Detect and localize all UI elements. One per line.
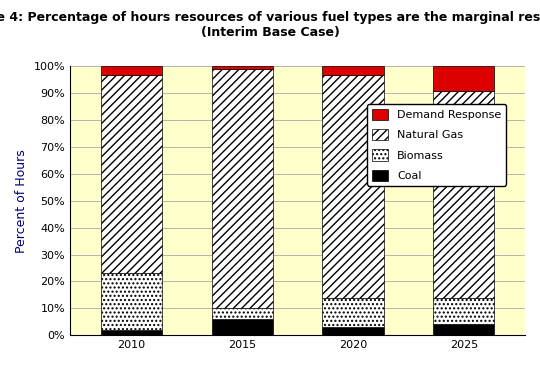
Text: Figure 4: Percentage of hours resources of various fuel types are the marginal r: Figure 4: Percentage of hours resources … <box>0 11 540 39</box>
Legend: Demand Response, Natural Gas, Biomass, Coal: Demand Response, Natural Gas, Biomass, C… <box>367 104 506 185</box>
Bar <box>434 66 495 91</box>
Bar <box>322 74 383 297</box>
Bar <box>100 330 161 335</box>
Bar <box>212 69 273 308</box>
Bar <box>434 324 495 335</box>
Bar <box>434 297 495 324</box>
Y-axis label: Percent of Hours: Percent of Hours <box>15 149 28 253</box>
Bar <box>100 74 161 273</box>
Bar <box>100 273 161 330</box>
Bar <box>212 66 273 69</box>
Bar <box>212 319 273 335</box>
Bar <box>322 66 383 74</box>
Bar <box>322 297 383 327</box>
Bar <box>434 91 495 297</box>
Bar <box>322 327 383 335</box>
Bar <box>100 66 161 74</box>
Bar <box>212 308 273 319</box>
